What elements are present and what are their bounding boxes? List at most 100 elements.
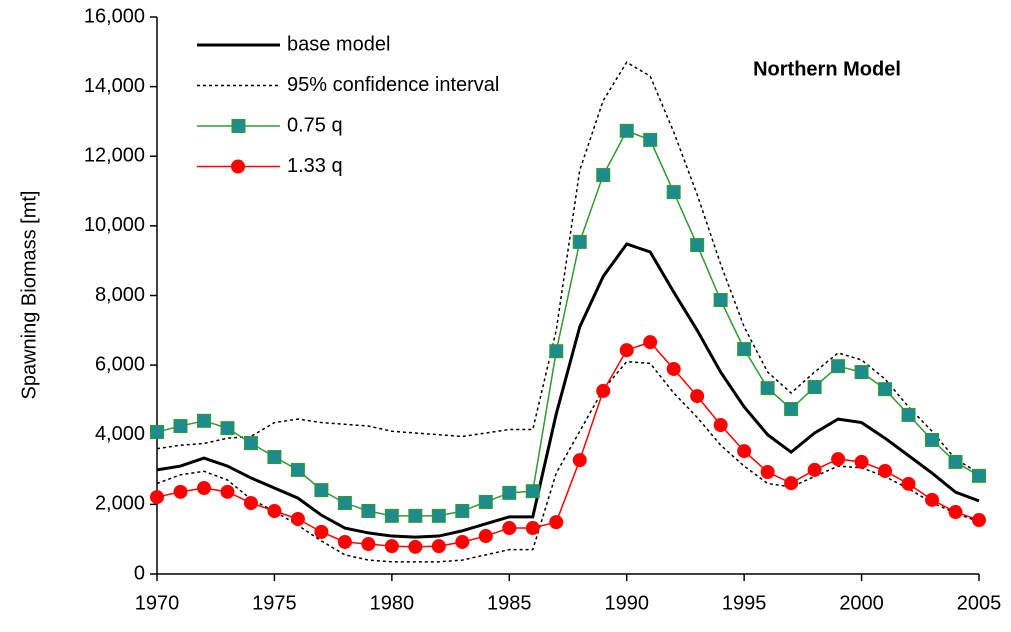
data-point [807,462,822,477]
data-point [173,419,188,434]
x-tick-label: 1970 [135,592,180,614]
data-point [666,185,681,200]
data-point [572,234,587,249]
data-point [596,168,611,183]
data-point [878,382,893,397]
legend-marker [231,159,245,174]
data-point [760,381,775,396]
series-line [156,242,980,539]
data-point [267,450,282,465]
y-tick-label: 8,000 [95,284,145,306]
data-point [831,452,846,467]
y-tick-label: 10,000 [84,214,145,236]
data-point [314,483,329,498]
y-tick-label: 2,000 [95,493,145,515]
data-point [361,537,376,552]
data-point [478,494,493,509]
data-point [408,539,423,554]
data-point [243,495,258,510]
data-point [337,534,352,549]
legend-marker [231,119,246,133]
data-point [901,407,916,422]
data-point [196,481,211,496]
data-point [737,444,752,459]
y-tick-label: 12,000 [84,145,145,167]
x-tick-label: 1995 [722,592,767,614]
data-point [431,508,446,523]
series-line [156,61,980,474]
y-tick-label: 0 [134,562,145,584]
data-point [690,389,705,404]
data-point [596,383,611,398]
data-point [549,344,564,359]
legend-label: base model [287,33,390,55]
data-point [925,432,940,447]
data-point [549,515,564,530]
data-point [150,490,164,505]
data-point [760,464,775,479]
data-point [314,524,329,539]
data-point [878,463,893,478]
data-point [854,454,869,469]
data-point [619,123,634,138]
data-point [643,335,658,350]
data-point [784,401,799,416]
data-point [737,342,752,357]
data-point [384,539,399,554]
legend-label: 1.33 q [287,155,343,177]
data-point [502,521,517,536]
data-point [948,505,963,520]
x-tick-label: 1980 [370,592,415,614]
data-point [220,484,235,499]
y-axis-label: Spawning Biomass [mt] [18,191,40,400]
y-tick-label: 6,000 [95,353,145,375]
data-point [478,529,493,544]
x-tick-label: 1975 [252,592,297,614]
data-point [643,132,658,147]
data-point [666,361,681,376]
data-point [290,511,305,526]
data-point [831,359,846,374]
data-point [408,508,423,523]
x-tick-label: 2005 [957,592,1002,614]
x-tick-label: 1990 [604,592,649,614]
data-point [619,343,634,358]
data-point [502,485,517,500]
data-point [713,418,728,433]
data-point [196,413,211,428]
data-point [361,503,376,518]
y-tick-label: 4,000 [95,423,145,445]
data-point [784,476,799,491]
x-tick-label: 1985 [487,592,532,614]
data-point [150,424,164,439]
data-point [854,365,869,380]
data-point [690,238,705,253]
data-point [337,495,352,510]
data-point [173,484,188,499]
data-point [525,521,540,536]
data-point [525,484,540,499]
data-point [384,508,399,523]
data-point [972,513,986,528]
data-point [901,476,916,491]
data-point [572,453,587,468]
annotation: Northern Model [753,58,901,80]
data-point [431,539,446,554]
data-point [267,503,282,518]
data-point [713,293,728,308]
data-point [243,436,258,451]
legend-label: 95% confidence interval [287,74,499,96]
y-tick-label: 14,000 [84,75,145,97]
data-point [972,468,986,483]
data-point [455,534,470,549]
data-point [925,492,940,507]
data-point [455,503,470,518]
data-point [948,454,963,469]
y-tick-label: 16,000 [84,5,145,27]
legend-label: 0.75 q [287,114,343,136]
x-tick-label: 2000 [839,592,884,614]
data-point [220,421,235,436]
data-point [290,462,305,477]
